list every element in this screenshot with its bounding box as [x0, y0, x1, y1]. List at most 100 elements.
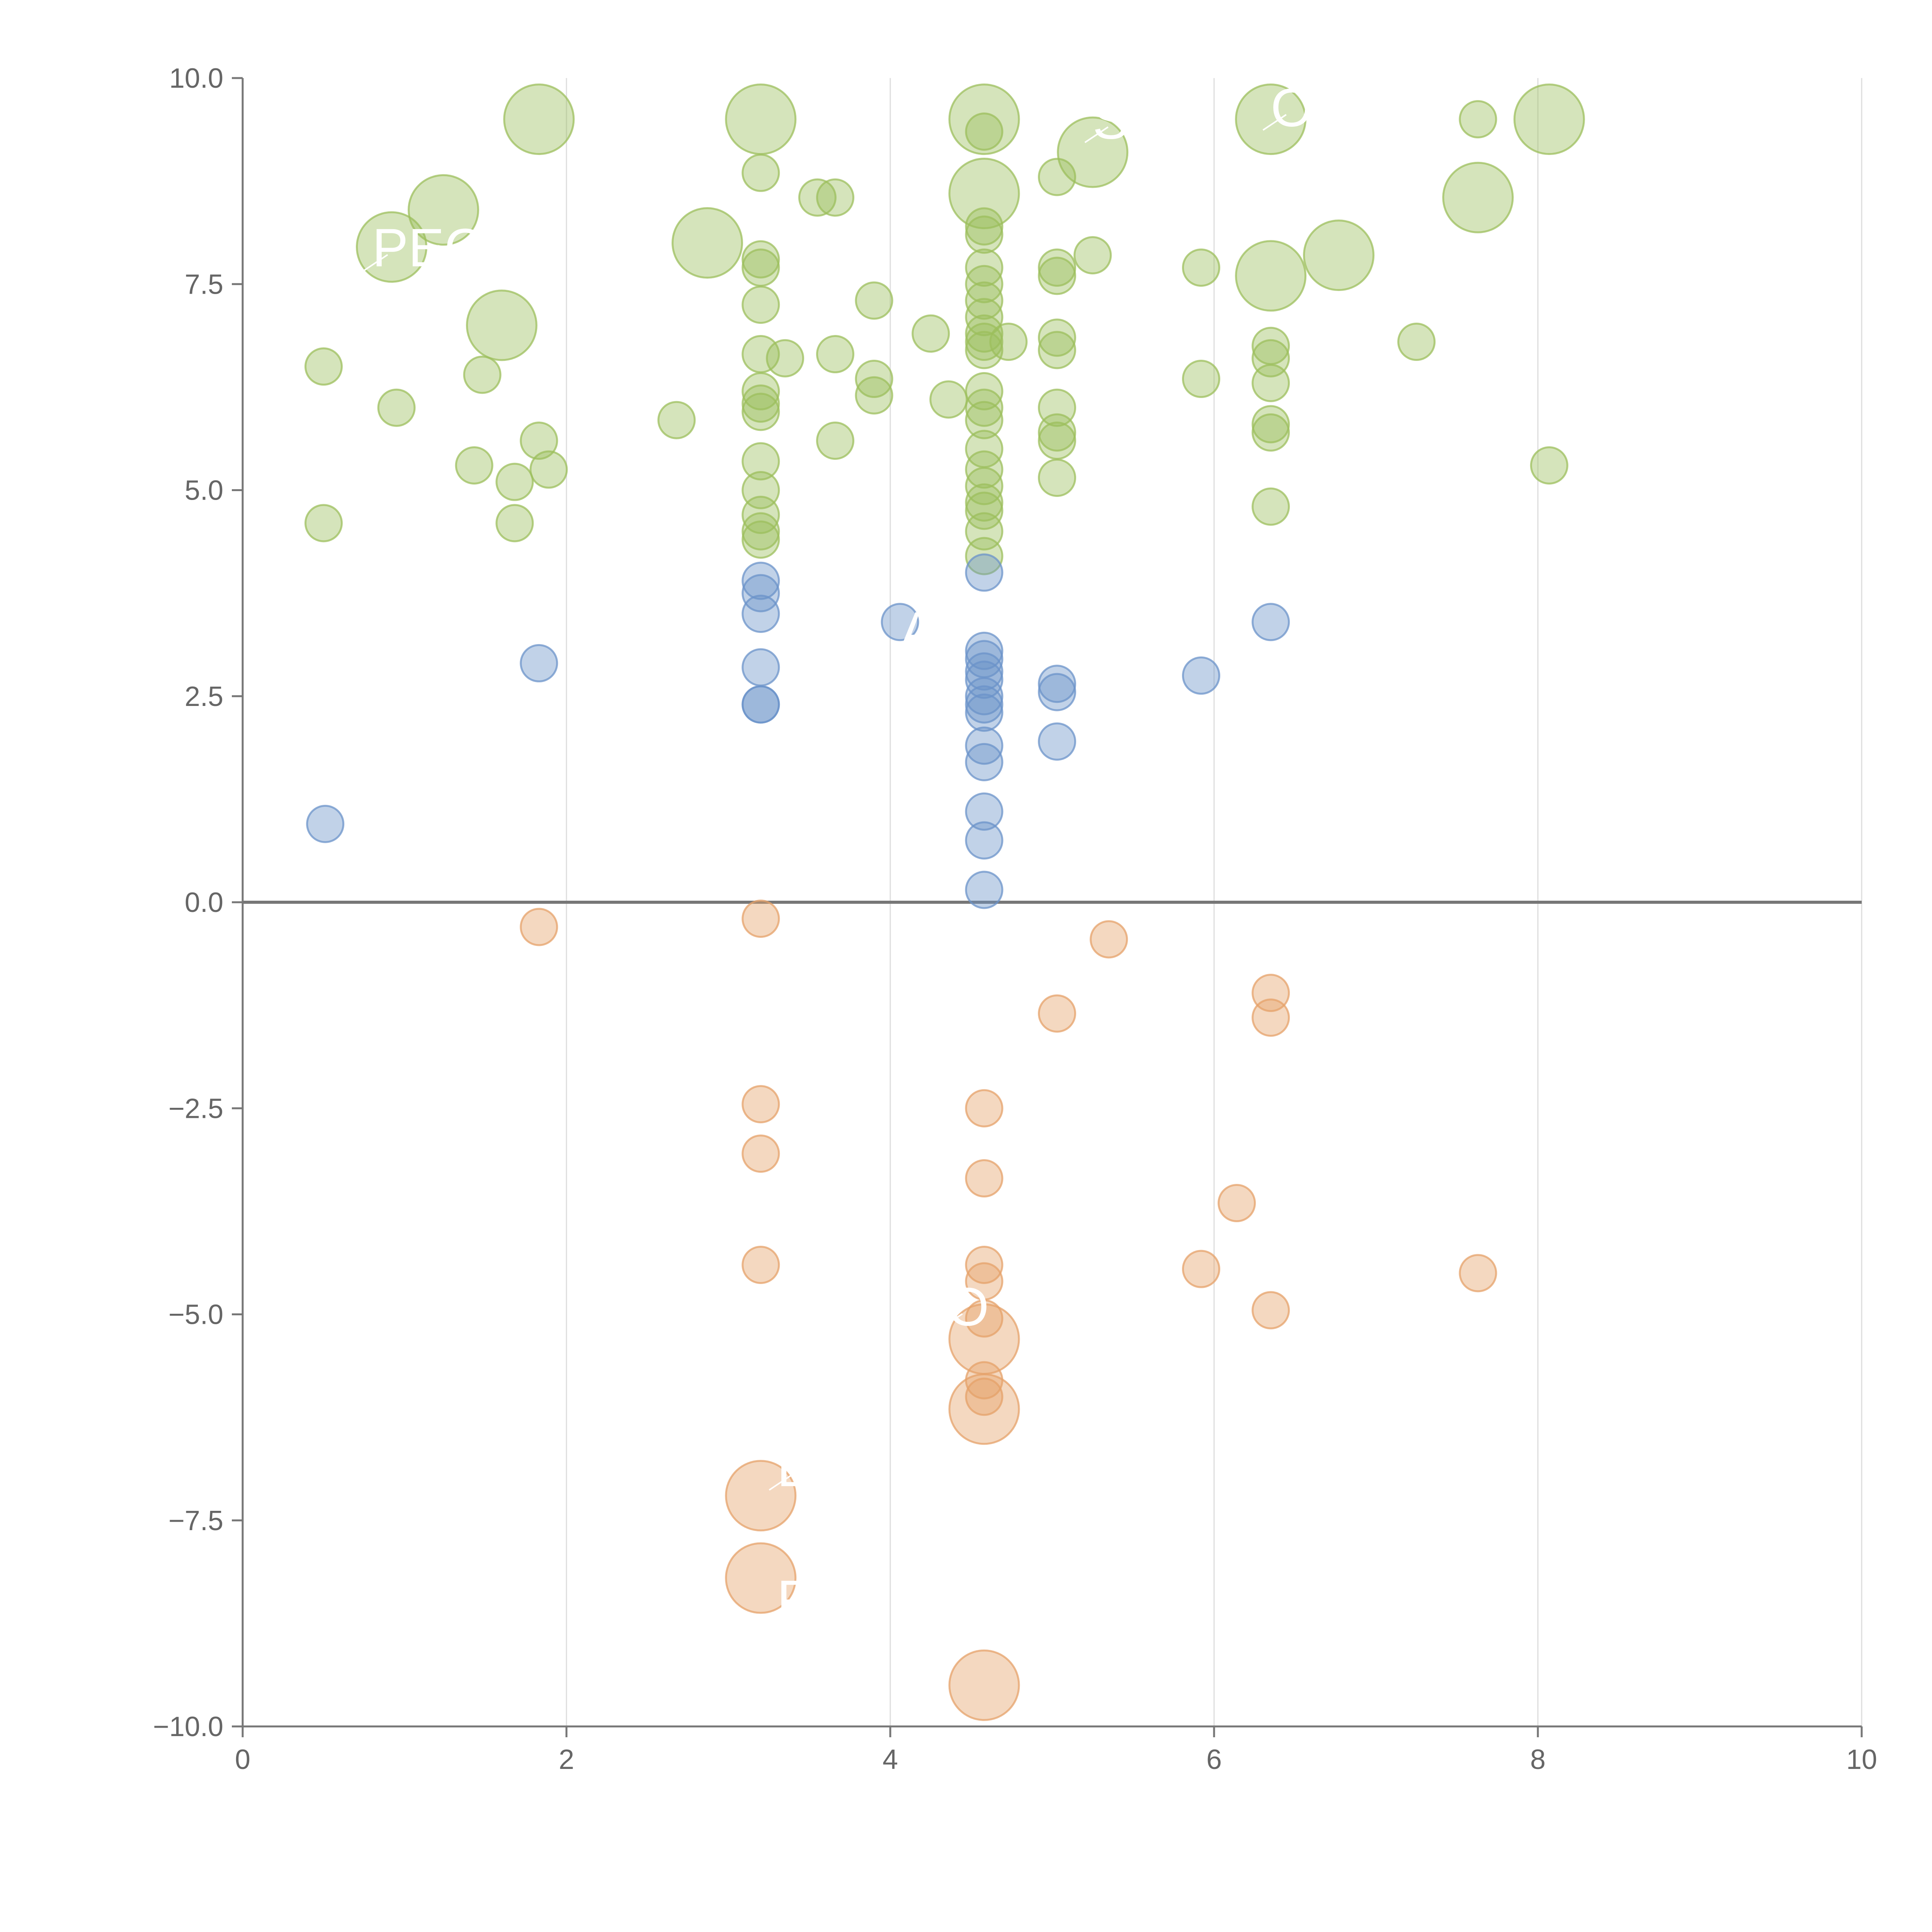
- data-point-low: [725, 1460, 797, 1532]
- data-point-high: [948, 158, 1020, 230]
- data-point-mid: [742, 685, 780, 724]
- data-point-high: [965, 450, 1003, 489]
- data-point-high: [1038, 459, 1077, 497]
- point-label: S: [1093, 90, 1129, 150]
- axes: 10.0 7.5 5.0 2.5 0.0 −2.5 −5.0 −7.5 −10.0 0 2 4 6 8 10: [153, 63, 1877, 1775]
- data-point-high: [1038, 248, 1077, 287]
- data-point-mid: [742, 561, 780, 600]
- data-point-high: [989, 323, 1028, 361]
- data-point-high: [965, 314, 1003, 353]
- data-point-high: [725, 83, 797, 155]
- data-point-high: [742, 240, 780, 279]
- data-point-high: [304, 347, 343, 386]
- data-point-high: [1038, 257, 1077, 295]
- data-point-high: [672, 207, 743, 279]
- data-point-high: [742, 512, 780, 551]
- label-leader-line: [769, 1474, 793, 1491]
- x-tick-label: 2: [559, 1744, 574, 1775]
- data-point-high: [1182, 360, 1220, 398]
- data-point-mid: [965, 792, 1003, 831]
- data-point-high: [816, 335, 855, 374]
- data-point-high: [965, 401, 1003, 439]
- data-point-low: [742, 1246, 780, 1284]
- data-point-high: [816, 422, 855, 460]
- y-tick-label: −5.0: [168, 1299, 223, 1330]
- data-point-high: [1235, 83, 1307, 155]
- data-point-low: [1182, 1250, 1220, 1288]
- data-points: [304, 83, 1585, 1721]
- data-point-high: [1038, 318, 1077, 357]
- data-point-mid: [1038, 665, 1077, 703]
- point-label: O: [947, 1276, 989, 1337]
- point-label: P: [777, 1569, 813, 1629]
- x-tick-label: 10: [1846, 1744, 1877, 1775]
- data-point-mid: [965, 726, 1003, 765]
- data-point-high: [965, 372, 1003, 411]
- data-point-high: [463, 355, 502, 394]
- data-point-high: [1038, 422, 1077, 460]
- data-point-mid: [520, 644, 558, 682]
- data-point-mid: [965, 631, 1003, 670]
- data-point-high: [742, 442, 780, 481]
- data-point-mid: [1252, 603, 1290, 641]
- data-point-high: [520, 422, 558, 460]
- data-point-mid: [965, 685, 1003, 724]
- data-point-mid: [965, 677, 1003, 716]
- data-point-high: [1038, 158, 1077, 196]
- data-point-high: [965, 265, 1003, 303]
- data-point-low: [965, 1246, 1003, 1284]
- data-point-high: [1442, 162, 1514, 233]
- x-tick-label: 4: [883, 1744, 898, 1775]
- label-leader-line: [939, 1313, 963, 1330]
- data-point-high: [408, 174, 480, 246]
- data-point-low: [1252, 1291, 1290, 1330]
- data-point-high: [1057, 116, 1129, 188]
- data-point-low: [1218, 1184, 1256, 1223]
- data-point-high: [1397, 323, 1436, 361]
- data-point-high: [1252, 413, 1290, 452]
- data-point-high: [965, 492, 1003, 530]
- data-point-mid: [306, 804, 345, 843]
- data-point-low: [965, 1089, 1003, 1128]
- data-point-mid: [742, 574, 780, 612]
- y-tick-label: 0.0: [185, 887, 223, 918]
- data-point-low: [1038, 994, 1077, 1033]
- data-point-high: [377, 388, 416, 427]
- x-tick-label: 6: [1206, 1744, 1222, 1775]
- data-point-low: [1252, 998, 1290, 1037]
- data-point-high: [965, 112, 1003, 151]
- data-point-high: [742, 393, 780, 431]
- data-point-high: [495, 504, 534, 543]
- data-point-high: [965, 537, 1003, 575]
- data-point-mid: [1038, 722, 1077, 761]
- data-point-low: [742, 1134, 780, 1173]
- data-point-high: [965, 215, 1003, 254]
- data-point-mid: [1182, 656, 1220, 695]
- data-point-high: [455, 446, 493, 485]
- data-point-high: [495, 463, 534, 501]
- data-point-high: [742, 286, 780, 324]
- data-point-high: [855, 376, 893, 415]
- data-point-high: [1513, 83, 1585, 155]
- data-point-low: [965, 1299, 1003, 1338]
- point-label: OX: [1271, 77, 1349, 138]
- data-point-high: [304, 504, 343, 543]
- data-point-low: [965, 1159, 1003, 1198]
- data-point-low: [1459, 1254, 1497, 1293]
- data-point-high: [1252, 487, 1290, 526]
- data-point-high: [965, 388, 1003, 427]
- label-leader-line: [364, 254, 388, 271]
- data-point-high: [965, 248, 1003, 287]
- label-leader-line: [1262, 114, 1287, 131]
- data-point-high: [529, 450, 568, 489]
- x-tick-label: 8: [1530, 1744, 1546, 1775]
- data-point-mid: [742, 594, 780, 633]
- data-point-low: [948, 1649, 1020, 1721]
- data-point-mid: [1038, 673, 1077, 711]
- data-point-high: [1182, 248, 1220, 287]
- data-point-high: [742, 372, 780, 411]
- data-point-mid: [881, 603, 919, 641]
- data-point-low: [742, 1085, 780, 1124]
- data-point-low: [1090, 920, 1128, 959]
